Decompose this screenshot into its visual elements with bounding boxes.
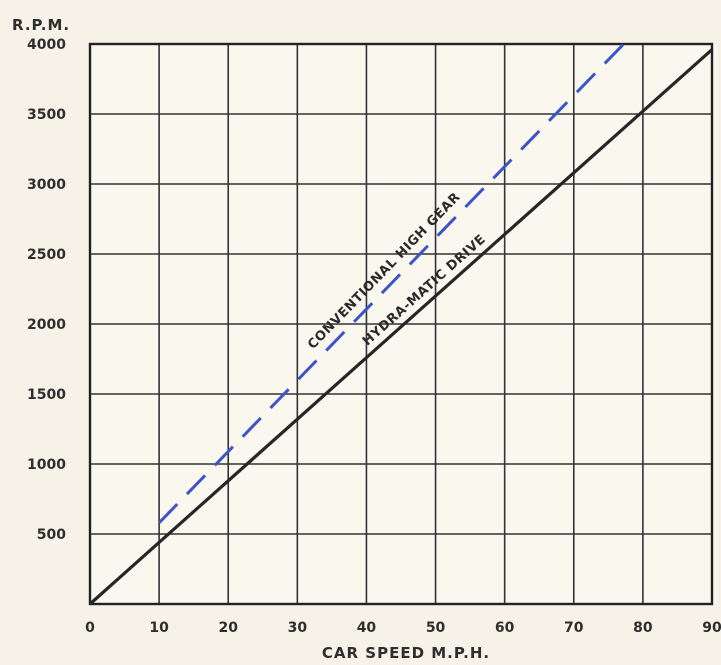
x-tick-label: 30 [288, 620, 308, 636]
x-tick-label: 20 [218, 620, 238, 636]
x-tick-label: 10 [149, 620, 169, 636]
x-tick-label: 0 [85, 620, 95, 636]
y-tick-labels: 500 1000 1500 2000 2500 3000 3500 4000 [27, 37, 66, 543]
x-tick-label: 40 [357, 620, 377, 636]
y-tick-label: 1500 [27, 387, 66, 403]
y-axis-title: R.P.M. [12, 16, 70, 34]
y-tick-label: 2500 [27, 247, 66, 263]
y-tick-label: 1000 [27, 457, 66, 473]
grid [88, 42, 714, 606]
series-lines [88, 37, 714, 606]
y-tick-label: 3000 [27, 177, 66, 193]
y-tick-label: 3500 [27, 107, 66, 123]
x-tick-label: 90 [702, 620, 721, 636]
plot-frame [88, 42, 714, 606]
x-tick-label: 80 [633, 620, 653, 636]
x-tick-label: 60 [495, 620, 515, 636]
x-tick-label: 70 [564, 620, 584, 636]
x-tick-label: 50 [426, 620, 446, 636]
series-line [158, 37, 631, 524]
series-line [88, 48, 714, 606]
y-tick-label: 4000 [27, 37, 66, 53]
y-tick-label: 2000 [27, 317, 66, 333]
x-tick-labels: 0 10 20 30 40 50 60 70 80 90 [85, 620, 721, 636]
x-axis-title: CAR SPEED M.P.H. [322, 644, 490, 662]
y-tick-label: 500 [37, 527, 66, 543]
